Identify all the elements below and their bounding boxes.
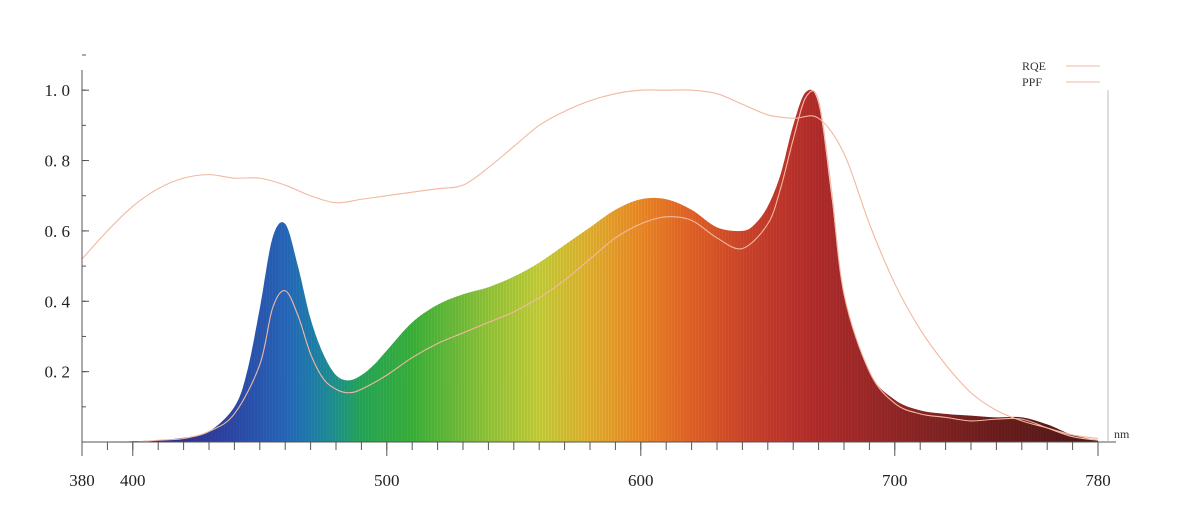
legend: RQE PPF [1022, 59, 1100, 89]
y-tick-label: 0. 4 [45, 292, 71, 311]
y-tick-label: 0. 2 [45, 363, 71, 382]
x-tick-label: 500 [374, 471, 400, 490]
x-axis-unit-label: nm [1114, 427, 1130, 441]
x-tick-label: 700 [882, 471, 908, 490]
ppf-curve [82, 90, 1099, 443]
x-tick-label: 400 [120, 471, 146, 490]
spectrum-area [82, 89, 1098, 443]
x-tick-label: 600 [628, 471, 654, 490]
legend-label-ppf: PPF [1022, 75, 1042, 89]
legend-label-rqe: RQE [1022, 59, 1046, 73]
y-tick-label: 0. 8 [45, 152, 71, 171]
plot-area [81, 89, 1099, 443]
axes: 0. 2 0. 4 0. 6 0. 8 1. 0 380 400 500 600 700 780 nm [45, 54, 1130, 490]
rqe-curve [81, 89, 1099, 440]
y-tick-label: 1. 0 [45, 81, 71, 100]
x-tick-label: 380 [69, 471, 95, 490]
spectrum-texture [82, 89, 1097, 442]
y-tick-label: 0. 6 [45, 222, 71, 241]
x-tick-label: 780 [1085, 471, 1111, 490]
